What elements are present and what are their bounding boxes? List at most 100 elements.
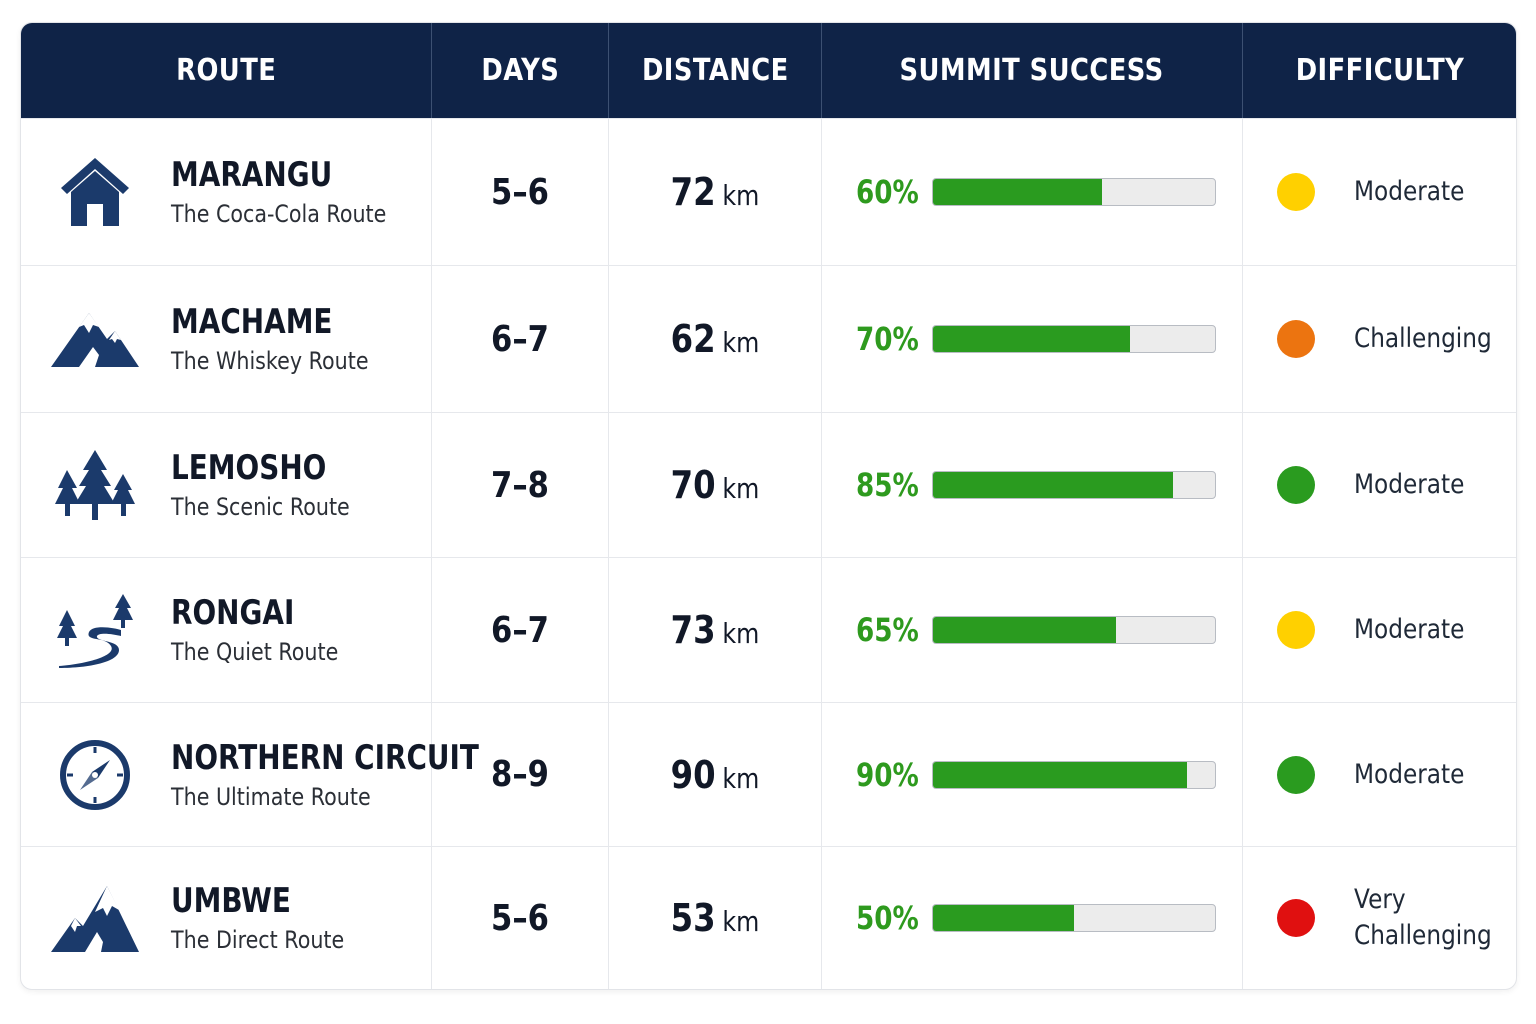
- distance-cell: 62 km: [609, 266, 822, 412]
- distance-value: 90 km: [625, 753, 805, 797]
- success-cell: 50%: [822, 847, 1243, 989]
- distance-number: 73: [670, 608, 716, 652]
- days-value: 6–7: [491, 318, 549, 360]
- steep-peak-icon: [49, 878, 141, 958]
- days-cell: 5–6: [432, 847, 609, 989]
- distance-unit: km: [722, 179, 760, 212]
- distance-unit: km: [722, 472, 760, 505]
- distance-value: 62 km: [625, 317, 805, 361]
- table-row: MARANGU The Coca-Cola Route 5–6 72 km 60%…: [21, 118, 1516, 265]
- distance-cell: 53 km: [609, 847, 822, 989]
- success-cell: 70%: [822, 266, 1243, 412]
- difficulty-dot: [1277, 611, 1315, 649]
- header-days[interactable]: DAYS: [481, 53, 559, 88]
- days-cell: 5–6: [432, 119, 609, 265]
- success-progress-bar: [932, 760, 1216, 789]
- success-percent: 65%: [856, 611, 919, 649]
- route-text: NORTHERN CIRCUIT The Ultimate Route: [171, 738, 547, 812]
- success-progress-bar: [932, 904, 1216, 932]
- days-cell: 7–8: [432, 413, 609, 557]
- header-success-cell: SUMMIT SUCCESS: [822, 23, 1243, 118]
- header-summit-success[interactable]: SUMMIT SUCCESS: [899, 53, 1165, 88]
- success-cell: 85%: [822, 413, 1243, 557]
- distance-number: 72: [670, 170, 716, 214]
- pine-trees-icon: [49, 445, 141, 525]
- distance-value: 72 km: [625, 170, 805, 214]
- route-cell: NORTHERN CIRCUIT The Ultimate Route: [21, 703, 479, 846]
- table-row: UMBWE The Direct Route 5–6 53 km 50% Very…: [21, 846, 1516, 989]
- header-route-cell: ROUTE: [21, 23, 432, 118]
- header-distance[interactable]: DISTANCE: [641, 53, 789, 88]
- difficulty-cell: Moderate: [1243, 119, 1516, 265]
- route-name: UMBWE: [171, 881, 291, 921]
- winding-path-icon: [49, 590, 141, 670]
- distance-cell: 72 km: [609, 119, 822, 265]
- difficulty-label: Moderate: [1354, 469, 1465, 500]
- success-progress-fill: [933, 761, 1187, 788]
- distance-cell: 73 km: [609, 558, 822, 702]
- success-percent: 60%: [856, 173, 919, 211]
- difficulty-cell: Moderate: [1243, 413, 1516, 557]
- route-subtitle: The Ultimate Route: [171, 782, 371, 811]
- routes-table: ROUTE DAYS DISTANCE SUMMIT SUCCESS DIFFI…: [20, 22, 1517, 990]
- route-subtitle: The Whiskey Route: [171, 347, 369, 375]
- header-difficulty-cell: DIFFICULTY: [1243, 23, 1516, 118]
- success-progress-fill: [933, 326, 1131, 352]
- route-subtitle: The Coca-Cola Route: [171, 200, 387, 228]
- distance-unit: km: [722, 617, 760, 650]
- table-row: RONGAI The Quiet Route 6–7 73 km 65% Mode…: [21, 557, 1516, 702]
- success-progress-fill: [933, 617, 1117, 643]
- route-name: LEMOSHO: [171, 448, 327, 488]
- distance-unit: km: [722, 905, 760, 938]
- difficulty-dot: [1277, 173, 1315, 211]
- route-cell: RONGAI The Quiet Route: [21, 558, 432, 702]
- distance-value: 73 km: [625, 608, 805, 652]
- success-progress-bar: [932, 178, 1216, 206]
- distance-number: 53: [670, 896, 716, 940]
- distance-value: 53 km: [625, 896, 805, 940]
- success-cell: 90%: [822, 703, 1243, 846]
- route-cell: UMBWE The Direct Route: [21, 847, 432, 989]
- success-percent: 85%: [856, 466, 919, 504]
- difficulty-label: Moderate: [1354, 758, 1465, 790]
- route-cell: MACHAME The Whiskey Route: [21, 266, 432, 412]
- distance-cell: 90 km: [609, 703, 822, 846]
- difficulty-label: Very Challenging: [1354, 884, 1492, 951]
- table-row: NORTHERN CIRCUIT The Ultimate Route 8–9 …: [21, 702, 1516, 846]
- route-name: RONGAI: [171, 593, 295, 633]
- days-value: 5–6: [491, 171, 549, 213]
- distance-number: 62: [670, 317, 716, 361]
- difficulty-label: Moderate: [1354, 614, 1465, 645]
- distance-cell: 70 km: [609, 413, 822, 557]
- success-progress-bar: [932, 325, 1216, 353]
- difficulty-dot: [1277, 899, 1315, 937]
- route-name: MARANGU: [171, 155, 333, 195]
- header-difficulty[interactable]: DIFFICULTY: [1295, 53, 1464, 88]
- route-cell: MARANGU The Coca-Cola Route: [21, 119, 432, 265]
- difficulty-dot: [1277, 466, 1315, 504]
- success-percent: 50%: [856, 899, 919, 937]
- distance-value: 70 km: [625, 463, 805, 507]
- distance-unit: km: [722, 761, 760, 795]
- success-progress-fill: [933, 905, 1074, 931]
- success-progress-fill: [933, 472, 1173, 498]
- route-text: MARANGU The Coca-Cola Route: [171, 155, 421, 229]
- route-name: MACHAME: [171, 302, 333, 342]
- route-name: NORTHERN CIRCUIT: [171, 737, 479, 778]
- header-distance-cell: DISTANCE: [609, 23, 822, 118]
- difficulty-label: Moderate: [1354, 176, 1465, 207]
- route-text: LEMOSHO The Scenic Route: [171, 448, 379, 522]
- success-progress-fill: [933, 179, 1103, 205]
- success-percent: 70%: [856, 320, 919, 358]
- table-body: MARANGU The Coca-Cola Route 5–6 72 km 60%…: [21, 118, 1516, 989]
- route-cell: LEMOSHO The Scenic Route: [21, 413, 432, 557]
- table-row: LEMOSHO The Scenic Route 7–8 70 km 85% Mo…: [21, 412, 1516, 557]
- success-progress-bar: [932, 616, 1216, 644]
- header-route[interactable]: ROUTE: [175, 53, 277, 88]
- difficulty-cell: Moderate: [1243, 703, 1516, 846]
- days-cell: 8–9: [432, 703, 609, 846]
- distance-number: 90: [670, 752, 716, 797]
- distance-unit: km: [722, 326, 760, 359]
- distance-number: 70: [670, 463, 716, 507]
- days-cell: 6–7: [432, 266, 609, 412]
